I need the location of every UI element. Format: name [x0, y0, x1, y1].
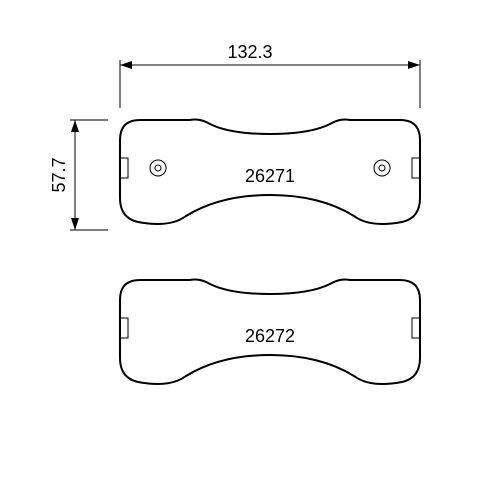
- upper-brake-pad: 26271: [120, 120, 420, 225]
- height-dimension: 57.7: [49, 120, 108, 230]
- mounting-hole-left: [150, 160, 166, 176]
- width-dimension: 132.3: [120, 42, 420, 108]
- width-value: 132.3: [227, 42, 272, 62]
- lower-part-number: 26272: [245, 326, 295, 346]
- mounting-hole-right: [374, 160, 390, 176]
- height-value: 57.7: [49, 157, 69, 192]
- upper-part-number: 26271: [245, 166, 295, 186]
- technical-drawing: 132.3 57.7 26271 26272: [0, 0, 500, 500]
- lower-brake-pad: 26272: [120, 280, 420, 385]
